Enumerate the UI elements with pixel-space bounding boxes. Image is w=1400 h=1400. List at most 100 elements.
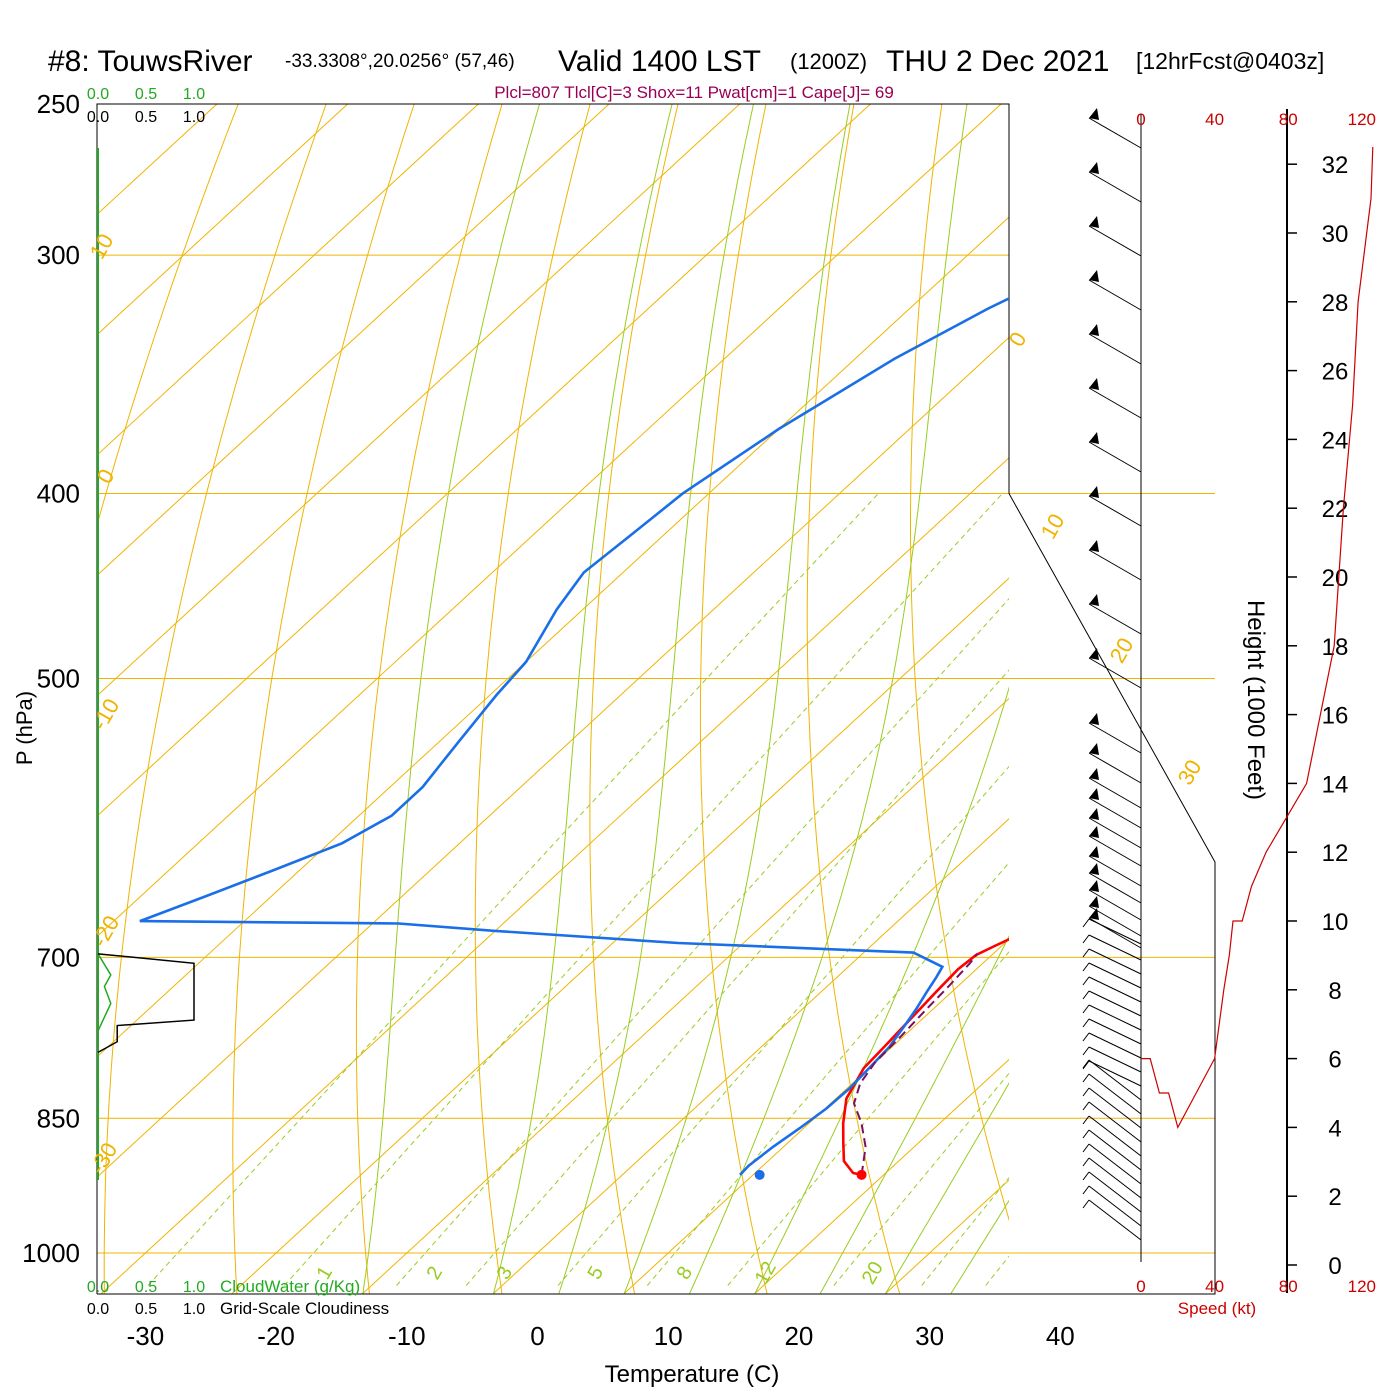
mixing-ratio-label: 20 <box>858 1258 888 1288</box>
cloud-water-profile <box>97 953 112 1032</box>
cloudiness-label: Grid-Scale Cloudiness <box>220 1299 389 1318</box>
pressure-tick-label: 1000 <box>22 1238 80 1268</box>
speed-tick-label-top: 120 <box>1348 110 1376 129</box>
height-tick-label: 32 <box>1322 152 1349 179</box>
valid-date: THU 2 Dec 2021 <box>886 45 1109 78</box>
wind-barb-feather <box>1082 1129 1090 1139</box>
cloud-axis-tick: 1.0 <box>183 86 205 103</box>
wind-barb-flag <box>1089 108 1099 120</box>
dry-adiabat <box>589 104 687 1294</box>
wind-barb <box>1088 1060 1142 1087</box>
mixing-ratio-label: 5 <box>583 1263 608 1284</box>
wind-barb <box>1088 1115 1142 1157</box>
moist-adiabat <box>1016 104 1400 1293</box>
wind-barb-flag <box>1089 594 1099 606</box>
mixing-ratio-line <box>727 493 1009 1286</box>
height-tick-label: 16 <box>1322 703 1349 730</box>
height-tick-label: 26 <box>1322 359 1349 386</box>
wind-barb-flag <box>1089 743 1099 755</box>
isotherm-line <box>733 104 1009 1294</box>
wind-barb-feather <box>1082 1101 1090 1111</box>
wind-barb <box>1088 889 1142 921</box>
height-tick-label: 4 <box>1328 1115 1341 1142</box>
wind-barb-feather <box>1082 1115 1090 1125</box>
cloud-axis-tick: 0.0 <box>87 109 109 126</box>
temperature-tick-label: -30 <box>127 1321 165 1351</box>
wind-barb-feather <box>1082 1073 1090 1083</box>
plot-border <box>96 103 1216 1295</box>
wind-barb-feather <box>1082 1032 1090 1042</box>
speed-tick-label-bottom: 40 <box>1205 1277 1224 1296</box>
temperature-tick-label: 30 <box>915 1321 944 1351</box>
moist-adiabat <box>819 104 1009 1294</box>
wind-barb <box>1088 797 1142 829</box>
wind-barb <box>1088 752 1142 784</box>
wind-barb <box>1088 1185 1142 1227</box>
temperature-tick-label: -10 <box>388 1321 426 1351</box>
mixing-ratio-label: 3 <box>492 1263 517 1284</box>
speed-tick-label-bottom: 120 <box>1348 1277 1376 1296</box>
wind-barbs <box>1082 108 1142 1262</box>
wind-barb <box>1088 948 1142 975</box>
temperature-tick-label: 0 <box>530 1321 544 1351</box>
wind-barb <box>1088 225 1142 257</box>
dry-adiabat <box>1202 70 1400 1293</box>
speed-axis-label: Speed (kt) <box>1178 1299 1256 1318</box>
wind-barb-flag <box>1089 788 1099 800</box>
dry-adiabat <box>97 104 252 1294</box>
wind-barb <box>1088 1087 1142 1129</box>
height-tick-label: 10 <box>1322 909 1349 936</box>
wind-barb <box>1088 855 1142 887</box>
mixing-ratio-label: 8 <box>672 1263 697 1284</box>
moist-adiabat <box>558 104 754 1294</box>
indices-line: Plcl=807 Tlcl[C]=3 Shox=11 Pwat[cm]=1 Ca… <box>494 83 894 102</box>
dry-adiabat <box>910 104 1009 1294</box>
cloud-axis-tick: 1.0 <box>183 1301 205 1318</box>
height-tick-label: 2 <box>1328 1184 1341 1211</box>
station-title: #8: TouwsRiver <box>48 45 253 78</box>
wind-barb <box>1088 934 1142 961</box>
wind-barb-feather <box>1082 1046 1090 1056</box>
wind-barb <box>1088 990 1142 1017</box>
wind-barb <box>1088 1199 1142 1241</box>
wind-barb <box>1088 387 1142 419</box>
wind-barb-flag <box>1089 863 1099 875</box>
wind-barb-flag <box>1089 216 1099 228</box>
pressure-tick-label: 400 <box>37 479 80 509</box>
cloud-axis-tick: 0.0 <box>87 1301 109 1318</box>
cloud-axis-tick: 0.5 <box>135 86 157 103</box>
cloud-axis-tick: 0.0 <box>87 1279 109 1296</box>
isotherm-label: 20 <box>1105 633 1139 667</box>
wind-barb <box>1088 1157 1142 1199</box>
moist-adiabat <box>754 104 1009 1294</box>
sounding-profiles <box>139 151 1009 1177</box>
height-tick-label: 28 <box>1322 290 1349 317</box>
dry-adiabat <box>699 104 774 1294</box>
speed-tick-label-top: 80 <box>1279 110 1298 129</box>
plot-frame <box>96 103 1216 1295</box>
cloud-water-label: CloudWater (g/Kg) <box>220 1277 360 1296</box>
dry-adiabat <box>1293 70 1400 1293</box>
wind-barb <box>1088 777 1142 809</box>
speed-tick-label-top: 0 <box>1136 110 1145 129</box>
wind-barb <box>1088 835 1142 867</box>
profile-temperature <box>841 151 1009 1177</box>
surface-temperature-dot <box>856 1169 867 1180</box>
wind-barb <box>1088 549 1142 581</box>
height-tick-label: 14 <box>1322 771 1349 798</box>
height-tick-label: 20 <box>1322 565 1349 592</box>
background-lines <box>97 70 1400 1294</box>
wind-barb <box>1088 962 1142 989</box>
moist-adiabat <box>623 104 851 1294</box>
pressure-tick-label: 500 <box>37 664 80 694</box>
mixing-ratio-label: 12 <box>751 1258 781 1288</box>
temperature-tick-label: 10 <box>654 1321 683 1351</box>
height-tick-label: 0 <box>1328 1253 1341 1280</box>
speed-tick-label-bottom: 80 <box>1279 1277 1298 1296</box>
wind-barb-flag <box>1089 540 1099 552</box>
height-axis-label: Height (1000 Feet) <box>1242 600 1269 800</box>
dry-adiabat <box>232 104 426 1294</box>
wind-barb <box>1088 495 1142 527</box>
